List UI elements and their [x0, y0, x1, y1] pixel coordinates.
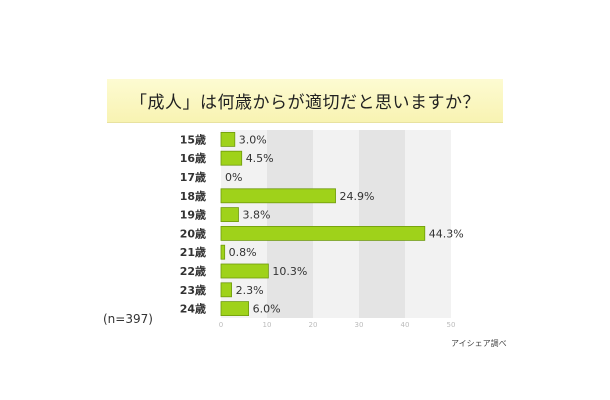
value-label: 24.9%: [340, 190, 375, 203]
plot-band: [359, 130, 405, 318]
value-label: 3.0%: [239, 133, 267, 146]
sample-size-note: (n=397): [103, 312, 153, 326]
category-label: 15歳: [180, 132, 206, 146]
category-label: 18歳: [180, 189, 206, 203]
plot-band: [267, 130, 313, 318]
category-label: 19歳: [180, 208, 206, 222]
plot-band: [313, 130, 359, 318]
category-label: 16歳: [180, 151, 206, 165]
value-label: 4.5%: [246, 152, 274, 165]
value-label: 10.3%: [272, 265, 307, 278]
bar: [220, 150, 243, 166]
value-label: 44.3%: [429, 227, 464, 240]
value-label: 0.8%: [229, 246, 257, 259]
category-label: 20歳: [180, 226, 206, 240]
x-tick-label: 0: [219, 321, 223, 329]
value-label: 6.0%: [253, 303, 281, 316]
x-tick-label: 30: [355, 321, 364, 329]
value-label: 3.8%: [242, 209, 270, 222]
bar: [220, 225, 426, 241]
source-note: アイシェア調べ: [451, 339, 507, 348]
category-label: 22歳: [180, 264, 206, 278]
category-label: 21歳: [180, 245, 206, 259]
category-label: 23歳: [180, 283, 206, 297]
x-tick-label: 40: [401, 321, 410, 329]
value-label: 2.3%: [236, 284, 264, 297]
chart-title: 「成人」は何歳からが適切だと思いますか？: [107, 79, 503, 123]
x-tick-label: 50: [447, 321, 456, 329]
plot-band: [405, 130, 451, 318]
x-tick-label: 20: [309, 321, 318, 329]
bar: [220, 263, 269, 279]
x-tick-label: 10: [263, 321, 272, 329]
category-label: 17歳: [180, 170, 206, 184]
bar: [220, 131, 236, 147]
category-label: 24歳: [180, 302, 206, 316]
bar: [220, 207, 239, 223]
bar: [220, 301, 250, 317]
bar: [220, 282, 232, 298]
bar: [220, 188, 336, 204]
value-label: 0%: [225, 171, 242, 184]
bar: [220, 244, 226, 260]
